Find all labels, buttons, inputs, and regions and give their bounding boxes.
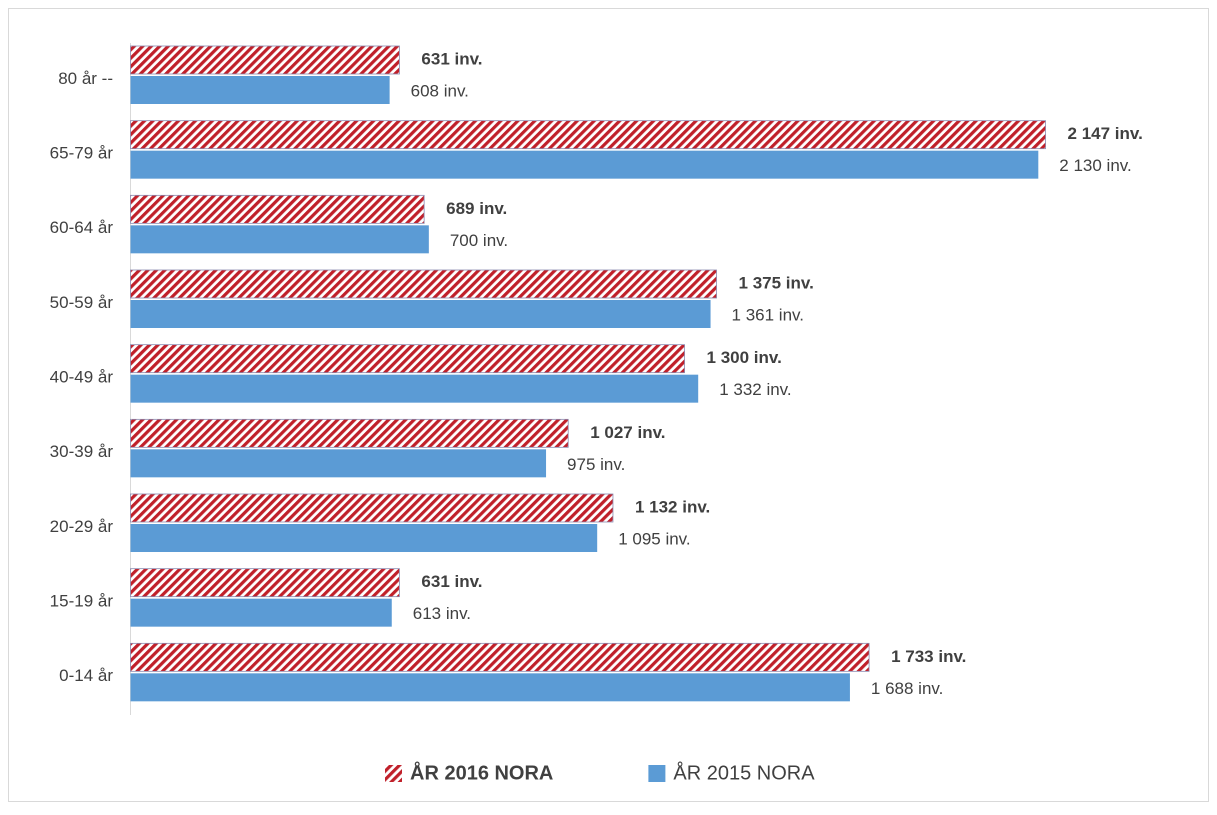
category-label: 60-64 år [50,218,114,237]
value-label: 1 132 inv. [635,497,710,516]
value-label: 1 688 inv. [871,679,943,698]
bar [130,418,569,448]
bar [130,493,614,523]
value-label: 1 733 inv. [891,647,966,666]
bar [130,120,1046,150]
value-label: 689 inv. [446,199,507,218]
category-label: 30-39 år [50,442,114,461]
category-label: 15-19 år [50,591,114,610]
bar [130,524,598,552]
bar [130,225,429,254]
value-label: 1 095 inv. [618,529,690,548]
bar [130,642,870,672]
bar [130,568,400,598]
legend-label: ÅR 2016 NORA [410,760,553,784]
bar [130,269,717,299]
category-label: 50-59 år [50,293,114,312]
bar [130,45,400,75]
bar [130,374,699,403]
value-label: 1 361 inv. [732,305,804,324]
value-label: 631 inv. [421,572,482,591]
value-label: 1 375 inv. [739,273,814,292]
legend-swatch [648,765,666,782]
value-label: 608 inv. [411,81,469,100]
value-label: 2 147 inv. [1068,124,1143,143]
value-label: 1 332 inv. [719,380,791,399]
bar [130,194,425,224]
category-label: 80 år -- [58,69,113,88]
value-label: 613 inv. [413,604,471,623]
category-label: 0-14 år [59,666,113,685]
category-label: 65-79 år [50,143,114,162]
bar [130,673,850,702]
bar [130,449,547,478]
bar [130,150,1039,179]
category-label: 20-29 år [50,517,114,536]
value-label: 975 inv. [567,455,625,474]
value-label: 1 300 inv. [707,348,782,367]
bar [130,598,392,627]
bar [130,300,711,328]
value-label: 700 inv. [450,231,508,250]
value-label: 631 inv. [421,49,482,68]
bar [130,76,390,104]
category-label: 40-49 år [50,367,114,386]
legend-swatch [385,765,402,782]
value-label: 2 130 inv. [1059,156,1131,175]
legend-label: ÅR 2015 NORA [673,761,815,784]
bar [130,344,685,374]
value-label: 1 027 inv. [590,423,665,442]
